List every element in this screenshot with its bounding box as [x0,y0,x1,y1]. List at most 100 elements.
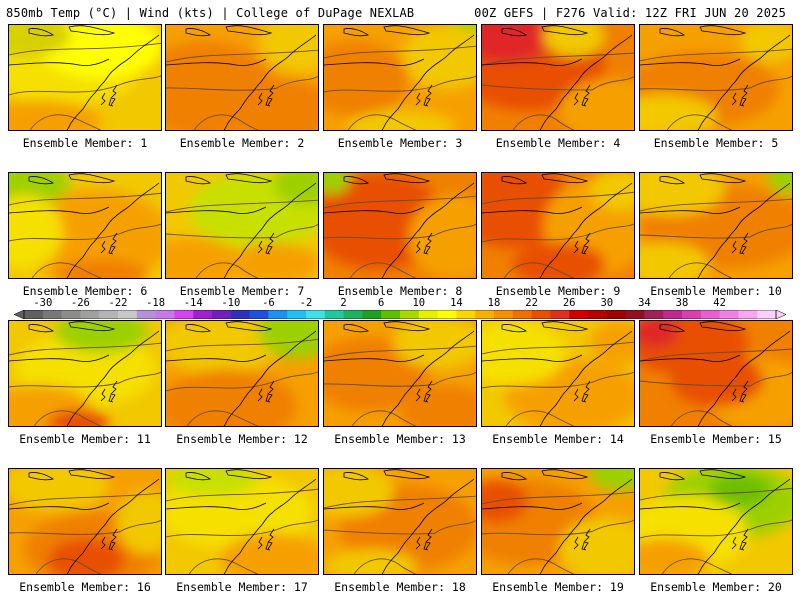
temperature-blob [559,517,634,574]
temperature-blob [219,533,318,574]
colorbar-segment [569,310,589,319]
colorbar-segment [512,310,533,319]
temperature-field [324,321,476,426]
ensemble-member-map-5 [639,24,793,131]
height-contour [503,262,575,278]
temperature-blob [393,321,476,370]
state-border-outline [324,206,425,214]
colorbar-right-arrow [775,310,786,319]
height-contour [512,114,575,130]
colorbar-segment [400,310,420,319]
colorbar-segment [193,310,213,319]
coastline-outline [66,330,160,426]
colorbar-segment [531,310,551,319]
chesapeake-bay-outline [731,84,749,107]
great-lakes-outline [28,25,116,37]
colorbar-segment [663,310,683,319]
temperature-blob [482,479,529,523]
colorbar-segment [738,310,758,319]
temperature-blob [589,321,634,364]
temperature-field [482,25,634,130]
temperature-blob [47,538,125,574]
state-border-outline [166,502,267,510]
temperature-blob [589,469,634,491]
temperature-field [166,321,318,426]
colorbar-tick-label: 34 [638,297,651,309]
height-contour [195,262,259,278]
temperature-blob [589,173,634,211]
height-contour [324,371,476,387]
ensemble-member-label-15: Ensemble Member: 15 [650,432,782,446]
ensemble-member-label-3: Ensemble Member: 3 [337,136,463,150]
height-contour [324,75,476,93]
ensemble-member-label-7: Ensemble Member: 7 [179,284,305,298]
chesapeake-bay-outline [415,528,433,551]
height-contour [31,262,102,278]
state-border-outline [482,58,583,66]
height-contour [324,345,476,359]
colorbar-segment [644,310,664,319]
state-border-outline [640,206,741,214]
chesapeake-bay-outline [257,84,275,107]
state-border-outline [482,206,583,214]
height-contour [166,49,318,63]
chesapeake-bay-outline [573,232,591,255]
ensemble-member-map-14 [481,320,635,427]
colorbar-segment [418,310,439,319]
height-contour [640,198,792,212]
coastline-outline [539,34,633,130]
colorbar-tick-label: -14 [183,297,203,309]
coastline-outline [223,478,317,574]
ensemble-member-label-11: Ensemble Member: 11 [19,432,151,446]
colorbar-left-arrow [14,310,25,319]
coastline-outline [697,330,791,426]
state-border-outline [324,354,425,362]
height-contour [661,558,733,574]
height-contour [670,410,733,426]
colorbar-segment [343,310,363,319]
temperature-field [640,469,792,574]
height-contour [9,492,161,506]
temperature-field [324,25,476,130]
temperature-blob [227,78,318,130]
coastline-outline [539,182,633,278]
state-border-outline [324,58,425,66]
height-contour [640,48,792,62]
height-contour [35,558,102,574]
ensemble-member-label-12: Ensemble Member: 12 [176,432,308,446]
chesapeake-bay-outline [415,232,433,255]
state-border-outline [166,58,267,66]
state-border-outline [166,354,267,362]
great-lakes-outline [185,25,273,37]
temperature-field [640,173,792,278]
temperature-blob [324,549,417,574]
colorbar-segment [24,310,44,319]
temperature-blob [166,321,282,375]
temperature-blob [482,321,567,386]
coastline-outline [66,182,160,278]
chesapeake-bay-outline [100,232,118,255]
height-contour [640,519,792,539]
ensemble-member-map-1 [8,24,162,131]
colorbar-segment [381,310,401,319]
colorbar-segment [362,310,382,319]
header-run-info: 00Z GEFS | F276 Valid: 12Z FRI JUN 20 20… [474,6,786,20]
temperature-blob [640,242,710,278]
great-lakes-outline [185,321,273,333]
ensemble-member-map-4 [481,24,635,131]
colorbar-segment [306,310,326,319]
state-border-outline [9,58,110,66]
state-border-outline [640,58,741,66]
temperature-blob [408,194,476,278]
colorbar-segment [475,310,495,319]
ensemble-member-map-17 [165,468,319,575]
great-lakes-outline [659,173,747,185]
height-contour [482,371,634,389]
height-contour [640,223,792,239]
coastline-outline [381,182,475,278]
colorbar-segment [588,310,608,319]
colorbar-tick-label: 10 [412,297,426,309]
height-contour [482,223,634,243]
great-lakes-outline [185,469,273,481]
colorbar-tick-label: 6 [378,297,385,309]
